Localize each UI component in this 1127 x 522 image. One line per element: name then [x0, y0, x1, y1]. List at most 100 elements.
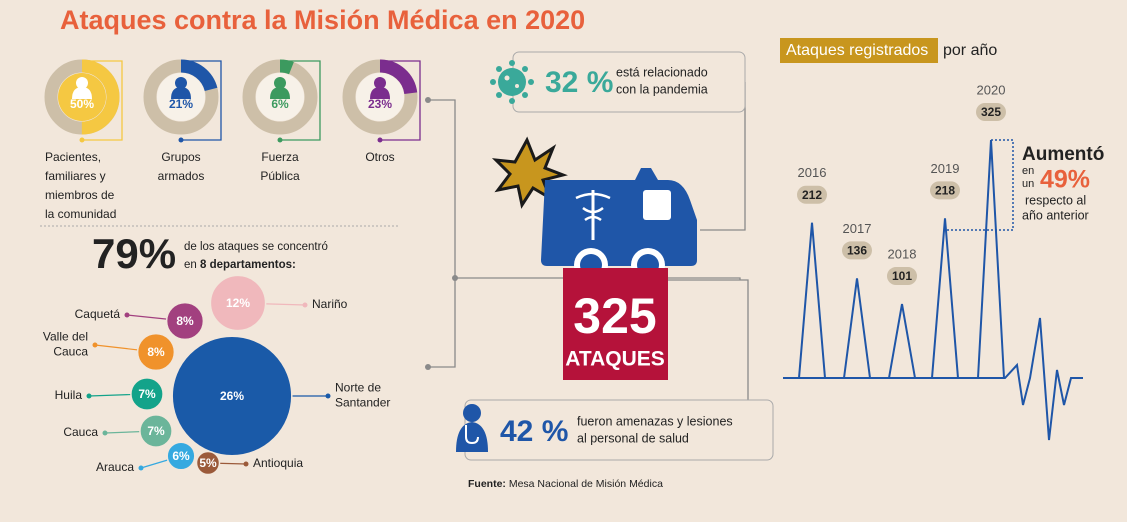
concentration-text: en 8 departamentos:	[184, 259, 296, 271]
person-icon	[175, 77, 187, 89]
pandemic-text: está relacionado	[616, 65, 708, 79]
donut-label: Pública	[260, 169, 300, 183]
leader-dot	[277, 137, 283, 143]
leader-dot	[102, 430, 108, 436]
donut-label: Fuerza	[261, 150, 299, 164]
department-label: Caquetá	[75, 307, 121, 321]
threats-text: al personal de salud	[577, 431, 689, 445]
person-icon	[274, 77, 286, 89]
note-text: un	[1022, 178, 1034, 190]
leader-dot	[325, 393, 331, 399]
leader-dot	[138, 465, 144, 471]
note-text: año anterior	[1022, 208, 1089, 222]
connector	[428, 278, 456, 368]
note-text: en	[1022, 165, 1034, 177]
bubble-value: 8%	[147, 345, 165, 359]
bubble	[171, 335, 293, 457]
person-icon	[270, 87, 290, 99]
spike	[888, 303, 916, 379]
person-icon	[374, 77, 386, 89]
source-text: Mesa Nacional de Misión Médica	[509, 478, 663, 490]
donut-value: 23%	[368, 97, 392, 111]
value-label: 218	[935, 184, 955, 198]
year-label: 2019	[931, 161, 960, 176]
source: Fuente: Mesa Nacional de Misión Médica	[468, 478, 663, 490]
leader	[380, 60, 421, 141]
note-value: 49%	[1040, 166, 1090, 194]
leader-dot	[124, 312, 130, 318]
bubble-value: 7%	[147, 424, 165, 438]
concentration-text: de los ataques se concentró	[184, 241, 328, 253]
chart-subtitle: por año	[943, 42, 997, 59]
note-title: Aumentó	[1022, 144, 1104, 165]
bubble	[209, 274, 267, 332]
bubble-value: 6%	[172, 449, 190, 463]
year-label: 2017	[843, 221, 872, 236]
total-value: 325	[573, 288, 656, 344]
value-label: 101	[892, 269, 912, 283]
department-label: Huila	[55, 388, 83, 402]
bubble	[195, 450, 221, 476]
bubble	[130, 377, 164, 411]
bubble-value: 8%	[176, 314, 194, 328]
highlight-box	[945, 139, 1014, 231]
value-pill	[887, 267, 917, 286]
year-label: 2018	[888, 246, 917, 261]
ambulance-icon	[541, 168, 697, 282]
concentration-text2: en	[184, 259, 197, 271]
connector-dot	[425, 97, 431, 103]
value-pill	[842, 241, 872, 260]
donut-value: 50%	[70, 97, 94, 111]
year-label: 2020	[977, 82, 1006, 97]
bubble-value: 5%	[199, 456, 217, 470]
leader-dot	[178, 137, 184, 143]
leader	[181, 60, 222, 141]
donut-label: Otros	[365, 150, 394, 164]
value-pill	[930, 181, 960, 200]
donut-arc	[342, 59, 418, 135]
leader-dot	[79, 137, 85, 143]
person-icon	[171, 87, 191, 99]
donut-label: familiares y	[45, 169, 106, 183]
person-icon	[72, 87, 92, 99]
year-label: 2016	[798, 165, 827, 180]
bubble	[165, 301, 205, 341]
threats-text: fueron amenazas y lesiones	[577, 414, 733, 428]
chart-title-bg	[780, 38, 938, 63]
spike	[931, 218, 959, 379]
note-text: respecto al	[1025, 193, 1086, 207]
bubble	[136, 332, 176, 372]
line-decoration	[783, 317, 1083, 441]
chart-title: Ataques registrados	[786, 42, 928, 59]
connector-dot	[425, 364, 431, 370]
pandemic-value: 32 %	[545, 66, 613, 99]
total-box	[563, 268, 668, 380]
value-pill	[976, 103, 1006, 121]
department-label: Norte de	[335, 381, 381, 395]
department-label: Cauca	[53, 345, 88, 359]
department-label: Valle del	[43, 330, 88, 344]
donut-value: 6%	[271, 97, 289, 111]
donut-label: armados	[158, 169, 205, 183]
donut-arc	[143, 59, 219, 135]
value-label: 212	[802, 188, 822, 202]
department-label: Cauca	[63, 425, 98, 439]
pandemic-text: con la pandemia	[616, 82, 708, 96]
donut-label: Grupos	[161, 150, 200, 164]
leader-dot	[86, 393, 92, 399]
bubble-value: 26%	[220, 389, 244, 403]
connector	[668, 279, 749, 400]
title: Ataques contra la Misión Médica en 2020	[60, 5, 585, 35]
threats-value: 42 %	[500, 415, 568, 448]
value-pill	[797, 185, 827, 204]
person-icon	[370, 87, 390, 99]
leader-dot	[243, 461, 249, 467]
donut-arc	[44, 59, 120, 135]
concentration-value: 79%	[92, 230, 176, 277]
department-label: Santander	[335, 396, 390, 410]
department-label: Nariño	[312, 297, 348, 311]
donut-label: Pacientes,	[45, 150, 101, 164]
leader-dot	[92, 342, 98, 348]
source-label: Fuente:	[468, 478, 506, 490]
